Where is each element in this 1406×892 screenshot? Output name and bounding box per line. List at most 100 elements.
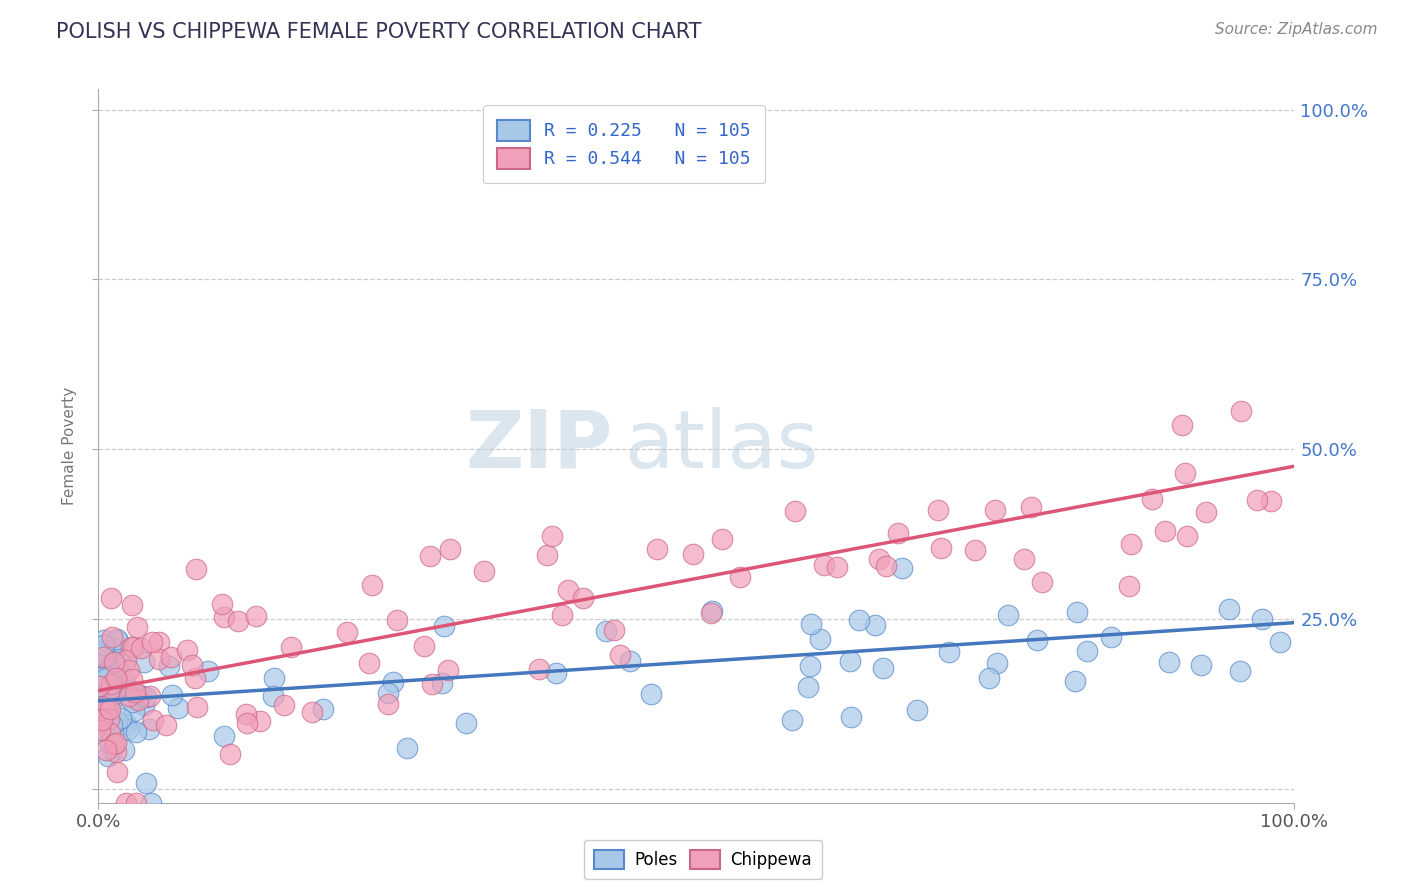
Point [100,692,122,706]
Point [110,653,132,667]
Y-axis label: Female Poverty: Female Poverty [62,387,77,505]
Point [456,716,478,731]
Point [1229,664,1251,678]
Point [1154,524,1177,539]
Point [93,712,115,726]
Point [91,650,114,665]
Point [212,609,235,624]
Point [148,651,170,665]
Point [100,717,122,731]
Point [1260,494,1282,508]
Point [115,717,138,731]
Point [1063,673,1085,688]
Point [965,543,987,558]
Point [682,547,704,561]
Point [419,549,441,563]
Point [1099,630,1122,644]
Point [813,558,835,573]
Point [124,796,146,810]
Point [235,706,257,721]
Point [148,635,170,649]
Point [938,645,960,659]
Point [98,736,121,750]
Point [263,671,285,685]
Text: Source: ZipAtlas.com: Source: ZipAtlas.com [1215,22,1378,37]
Point [100,677,122,691]
Point [100,630,122,644]
Point [905,703,928,717]
Point [212,729,235,743]
Point [141,634,163,648]
Point [117,723,139,737]
Point [97,712,120,726]
Point [135,690,157,705]
Point [619,654,641,668]
Point [132,656,155,670]
Point [94,706,117,721]
Point [640,687,662,701]
Point [115,796,138,810]
Point [96,678,118,692]
Point [800,617,823,632]
Point [536,549,558,563]
Point [865,617,887,632]
Point [595,624,617,638]
Point [218,747,240,761]
Point [107,659,129,673]
Point [94,671,117,685]
Point [103,737,125,751]
Point [430,676,453,690]
Point [96,702,118,716]
Point [93,638,115,652]
Point [1031,575,1053,590]
Point [112,743,135,757]
Point [125,620,148,634]
Point [100,704,122,718]
Point [89,692,111,706]
Point [711,532,734,546]
Point [135,775,157,789]
Point [875,559,897,574]
Point [872,661,894,675]
Point [572,591,595,605]
Point [1076,643,1098,657]
Point [115,653,138,667]
Point [98,726,121,740]
Point [312,701,335,715]
Point [91,723,114,737]
Point [541,529,564,543]
Point [120,640,142,654]
Point [1175,529,1198,543]
Point [839,654,862,668]
Point [262,689,284,703]
Point [142,713,165,727]
Point [87,690,110,705]
Point [420,677,443,691]
Point [94,743,117,757]
Point [89,679,111,693]
Point [98,710,121,724]
Text: ZIP: ZIP [465,407,613,485]
Point [105,764,128,779]
Point [100,690,122,704]
Point [645,542,668,557]
Point [93,633,115,648]
Point [273,698,295,712]
Point [93,700,115,714]
Point [167,701,190,715]
Point [336,624,359,639]
Point [557,583,579,598]
Point [1218,601,1240,615]
Point [891,561,914,575]
Point [103,655,125,669]
Point [197,664,219,678]
Point [245,609,267,624]
Legend: Poles, Chippewa: Poles, Chippewa [583,840,823,880]
Point [839,710,862,724]
Point [1157,656,1180,670]
Point [211,598,233,612]
Point [551,608,574,623]
Point [1066,605,1088,619]
Point [927,503,949,517]
Point [808,632,831,647]
